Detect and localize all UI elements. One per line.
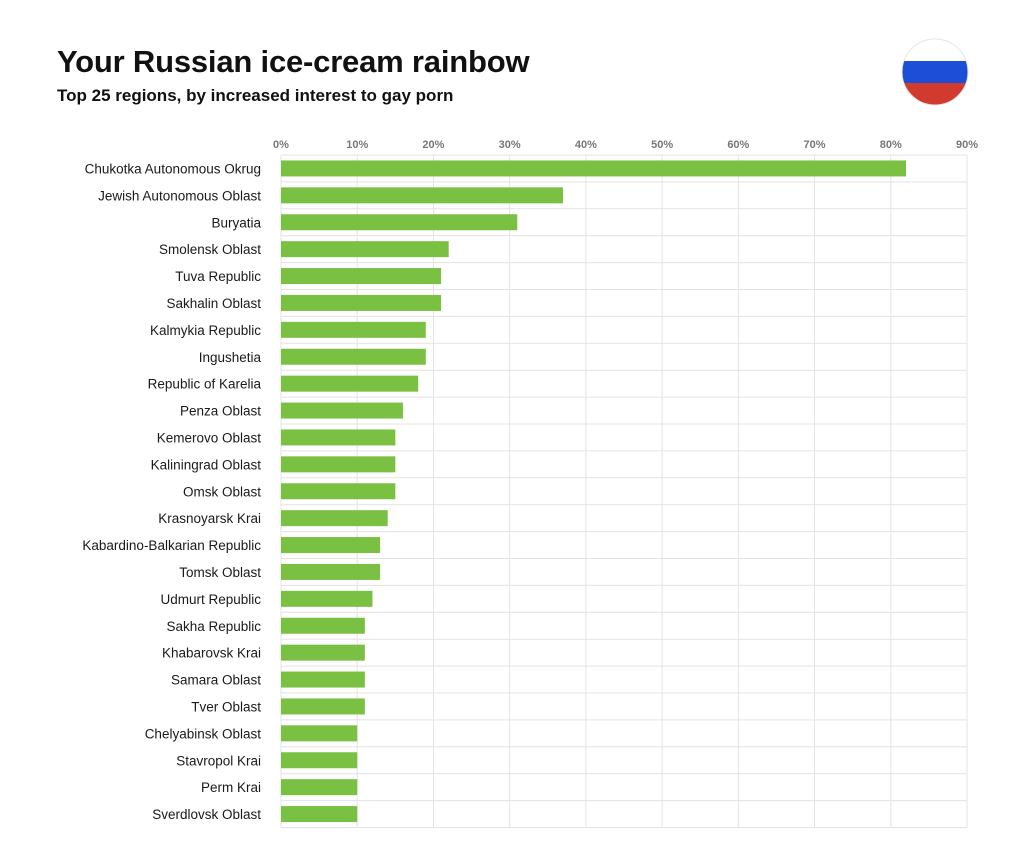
category-label: Khabarovsk Krai [162, 646, 261, 661]
bar [281, 429, 396, 446]
bar [281, 241, 449, 258]
russia-flag-icon [901, 38, 969, 106]
category-label: Chelyabinsk Oblast [145, 726, 262, 741]
bar [281, 671, 365, 688]
category-label: Sverdlovsk Oblast [152, 807, 261, 822]
flag-red-stripe [902, 83, 968, 105]
flag-blue-stripe [902, 61, 968, 83]
category-label: Tomsk Oblast [179, 565, 261, 580]
x-tick-label: 20% [422, 139, 444, 151]
bars [281, 160, 907, 823]
bar [281, 348, 426, 365]
bar [281, 321, 426, 338]
category-label: Sakha Republic [166, 619, 261, 634]
category-label: Perm Krai [201, 780, 261, 795]
x-tick-label: 80% [880, 139, 902, 151]
x-tick-label: 30% [499, 139, 521, 151]
category-label: Buryatia [211, 215, 261, 230]
category-label: Chukotka Autonomous Okrug [85, 161, 261, 176]
bar [281, 779, 358, 796]
bar [281, 590, 373, 607]
category-label: Kabardino-Balkarian Republic [82, 538, 261, 553]
bar [281, 510, 388, 527]
bar [281, 375, 419, 392]
bar [281, 456, 396, 473]
flag-white-stripe [902, 39, 968, 61]
category-label: Udmurt Republic [160, 592, 261, 607]
category-label: Samara Oblast [171, 673, 261, 688]
bar [281, 402, 403, 419]
category-label: Ingushetia [199, 350, 262, 365]
bar [281, 483, 396, 500]
bar [281, 537, 381, 554]
chart-title: Your Russian ice-cream rainbow [57, 44, 530, 79]
category-label: Krasnoyarsk Krai [158, 511, 261, 526]
bar [281, 752, 358, 769]
bar [281, 294, 442, 311]
bar [281, 563, 381, 580]
category-label: Kemerovo Oblast [157, 430, 262, 445]
category-label: Kalmykia Republic [150, 323, 261, 338]
bar [281, 806, 358, 823]
x-tick-label: 60% [727, 139, 749, 151]
bar [281, 187, 564, 204]
bar [281, 160, 907, 177]
category-label: Tuva Republic [175, 269, 261, 284]
bar [281, 725, 358, 742]
bar [281, 268, 442, 285]
x-tick-label: 10% [346, 139, 368, 151]
category-label: Tver Oblast [191, 699, 261, 714]
category-labels: Chukotka Autonomous Okrug Jewish Autonomo… [82, 161, 261, 822]
category-label: Jewish Autonomous Oblast [98, 188, 261, 203]
category-label: Kaliningrad Oblast [151, 457, 262, 472]
bar [281, 617, 365, 634]
x-tick-label: 0% [273, 139, 289, 151]
category-label: Smolensk Oblast [159, 242, 261, 257]
x-tick-label: 50% [651, 139, 673, 151]
x-tick-label: 40% [575, 139, 597, 151]
category-label: Stavropol Krai [176, 753, 261, 768]
bar [281, 644, 365, 661]
category-label: Sakhalin Oblast [166, 296, 261, 311]
chart-subtitle: Top 25 regions, by increased interest to… [57, 86, 454, 105]
category-label: Omsk Oblast [183, 484, 261, 499]
bar [281, 698, 365, 715]
x-axis-ticks: 0% 10% 20% 30% 40% 50% 60% 70% 80% 90% [273, 139, 978, 151]
x-tick-label: 90% [956, 139, 978, 151]
bar [281, 214, 518, 231]
category-label: Republic of Karelia [148, 377, 262, 392]
category-label: Penza Oblast [180, 404, 261, 419]
x-tick-label: 70% [804, 139, 826, 151]
